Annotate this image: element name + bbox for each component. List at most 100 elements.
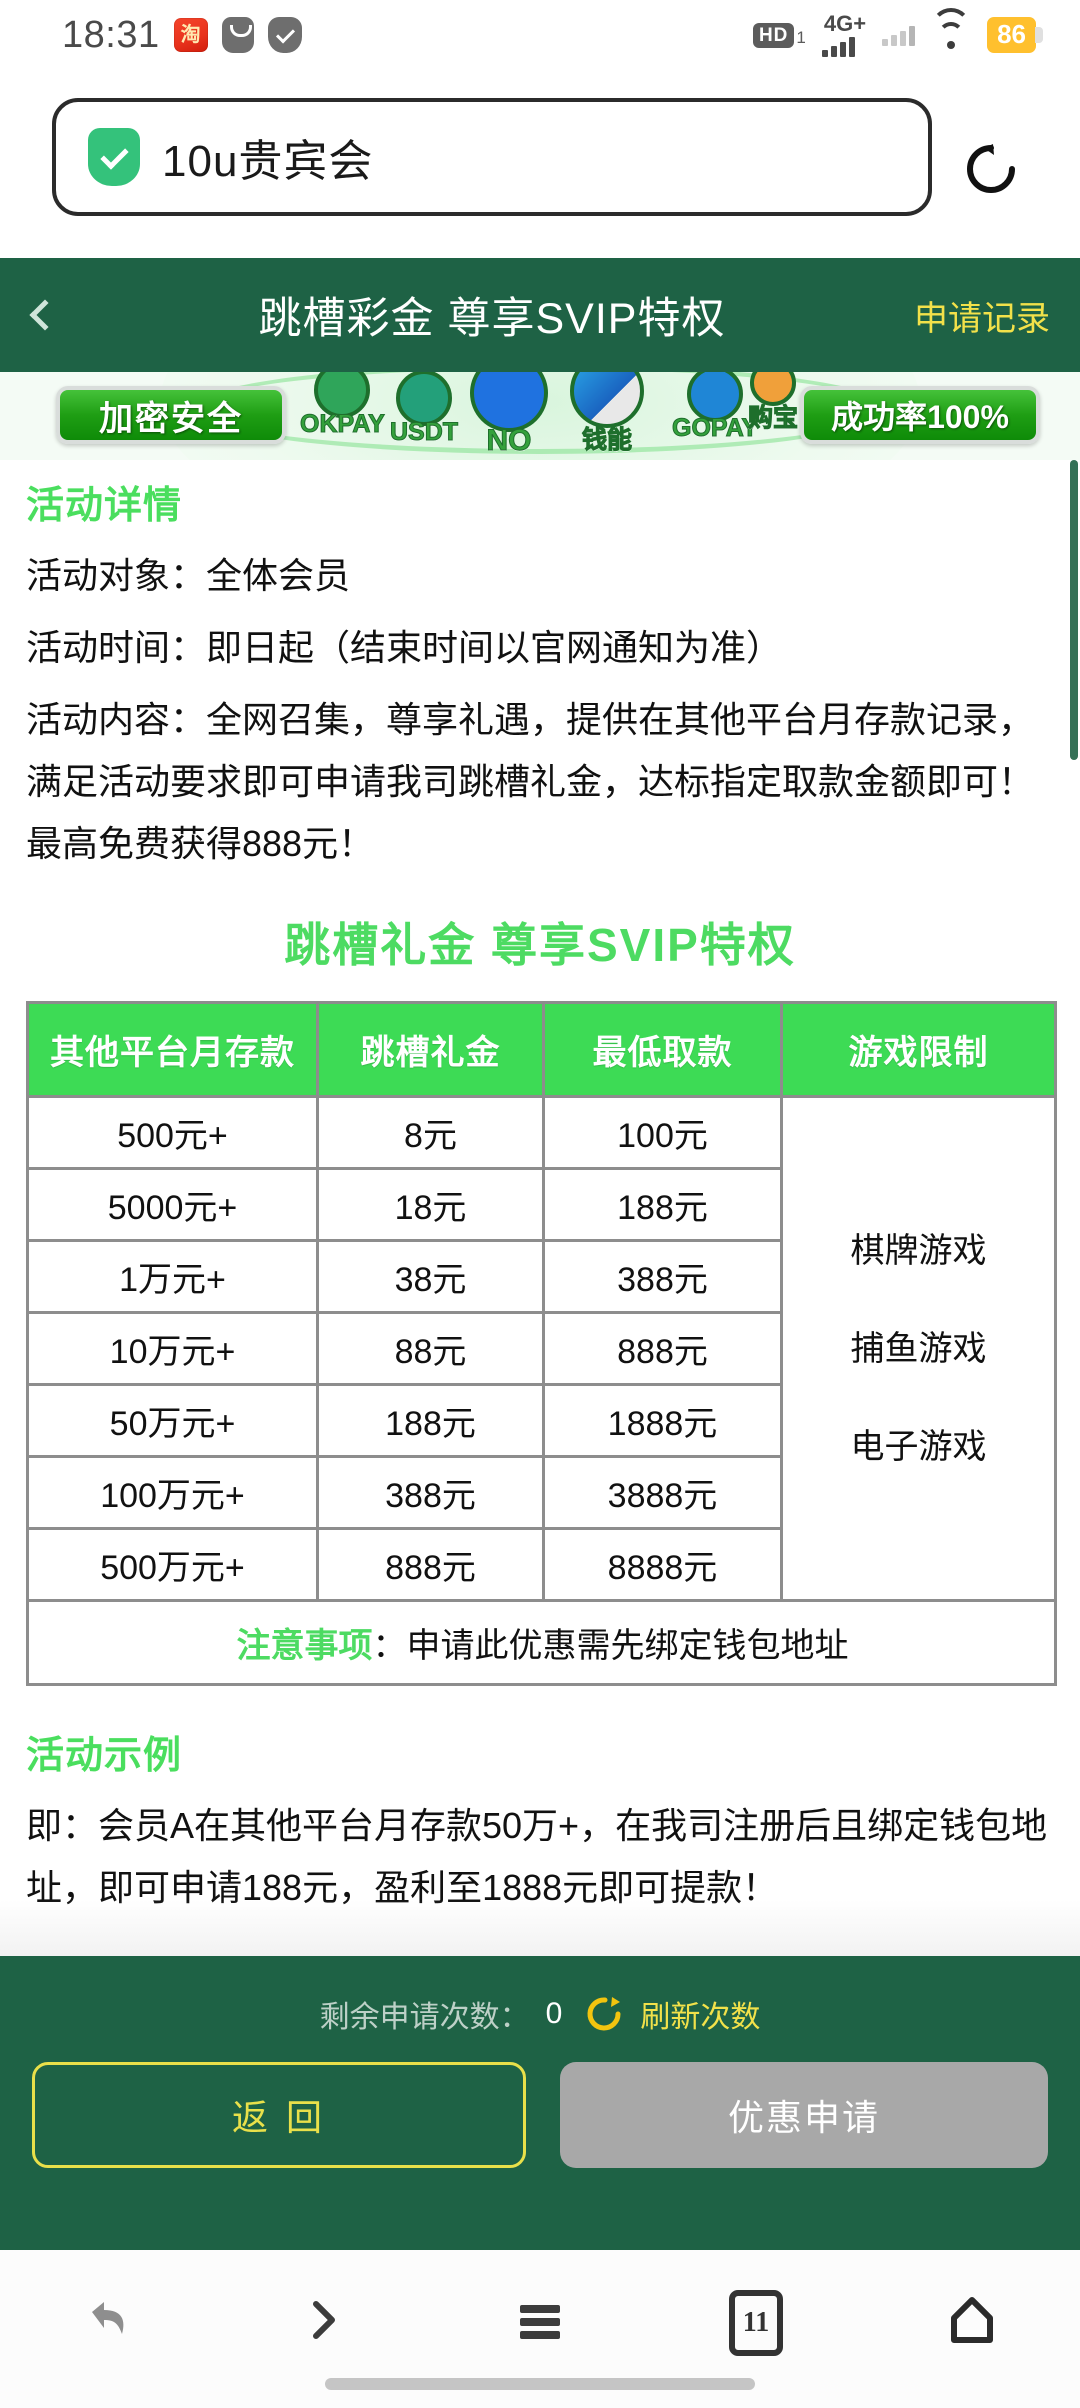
cell-deposit: 5000元+ [26, 1167, 319, 1242]
table-note-row: 注意事项：申请此优惠需先绑定钱包地址 [26, 1599, 1057, 1686]
hd-icon: HD 1 [752, 22, 806, 48]
payment-logo-usdt: USDT [389, 372, 459, 447]
refresh-count-button[interactable]: 刷新次数 [640, 2001, 761, 2034]
table-row: 50万元+ 188元 1888元 [26, 1383, 1056, 1458]
status-bar-right: HD 1 4G+ 86 [752, 8, 1080, 57]
status-bar-left: 18:31 淘 [0, 14, 302, 57]
cellular-signal-2-icon [882, 26, 916, 46]
apply-records-link[interactable]: 申请记录 [914, 299, 1050, 338]
col-header-bonus: 跳槽礼金 [316, 1001, 545, 1098]
apply-button[interactable]: 优惠申请 [560, 2062, 1048, 2168]
game-limit-2: 捕鱼游戏 [850, 1329, 987, 1368]
payment-logo-goubao: 购宝 [747, 372, 799, 434]
detail-line-content: 活动内容：全网召集，尊享礼遇，提供在其他平台月存款记录，满足活动要求即可申请我司… [26, 699, 1035, 864]
cell-bonus: 8元 [316, 1095, 545, 1170]
cell-deposit: 500元+ [26, 1095, 319, 1170]
browser-toolbar: 10u贵宾会 [0, 78, 1080, 250]
page-title: 跳槽彩金 尊享SVIP特权 [258, 295, 726, 343]
note-text: ：申请此优惠需先绑定钱包地址 [372, 1627, 849, 1665]
hd-sim-index: 1 [796, 27, 806, 47]
qianneng-label: 钱能 [581, 426, 632, 455]
game-limit-3: 电子游戏 [850, 1427, 987, 1466]
network-type-label: 4G+ [823, 11, 867, 36]
section-title-example: 活动示例 [26, 1735, 183, 1777]
wifi-icon [931, 8, 972, 50]
status-bar: 18:31 淘 HD 1 4G+ 86 [0, 0, 1080, 70]
table-row: 500万元+ 888元 8888元 [26, 1527, 1056, 1602]
col-header-deposit: 其他平台月存款 [26, 1001, 319, 1098]
payment-logo-okpay: OKPAY [300, 372, 385, 439]
cell-min-withdraw: 100元 [542, 1095, 783, 1170]
cellular-signal-icon: 4G+ [821, 11, 867, 57]
table-row: 100万元+ 388元 3888元 [26, 1455, 1056, 1530]
nav-forward-icon[interactable] [216, 2250, 432, 2350]
page-scrollbar[interactable] [1070, 460, 1078, 760]
promo-title: 跳槽礼金 尊享SVIP特权 [284, 919, 796, 971]
refresh-circle-icon[interactable] [586, 1995, 624, 2033]
cell-bonus: 38元 [316, 1239, 545, 1314]
table-row: 500元+ 8元 100元 棋牌游戏 捕鱼游戏 电子游戏 [26, 1095, 1057, 1602]
nav-tabs-button[interactable]: 11 [648, 2250, 864, 2356]
cell-game-limits: 棋牌游戏 捕鱼游戏 电子游戏 [780, 1095, 1057, 1602]
remaining-row: 剩余申请次数： 0 刷新次数 [0, 1956, 1080, 2036]
cell-min-withdraw: 388元 [542, 1239, 783, 1314]
note-label: 注意事项 [236, 1627, 373, 1665]
cell-deposit: 50万元+ [26, 1383, 319, 1458]
nav-tabs-count: 11 [729, 2290, 783, 2356]
cell-min-withdraw: 188元 [542, 1167, 783, 1242]
example-text: 即：会员A在其他平台月存款50万+，在我司注册后且绑定钱包地址，即可申请188元… [26, 1805, 1048, 1908]
check-badge-icon [267, 17, 302, 53]
payment-logo-no: NO [470, 372, 548, 458]
goubao-label: 购宝 [747, 404, 799, 433]
col-header-min-withdraw: 最低取款 [542, 1001, 783, 1098]
cell-deposit: 500万元+ [26, 1527, 319, 1602]
usdt-icon [396, 372, 453, 426]
android-nav-bar: 11 [0, 2250, 1080, 2408]
gopay-icon [687, 372, 744, 422]
content-area: 活动详情 活动对象：全体会员 活动时间：即日起（结束时间以官网通知为准） 活动内… [0, 460, 1080, 1956]
cell-min-withdraw: 1888元 [542, 1383, 783, 1458]
table-note-cell: 注意事项：申请此优惠需先绑定钱包地址 [26, 1599, 1057, 1686]
table-row: 10万元+ 88元 888元 [26, 1311, 1056, 1386]
taobao-icon: 淘 [173, 18, 208, 52]
signal-bars [821, 37, 855, 57]
back-button[interactable]: 返 回 [32, 2062, 526, 2168]
site-title: 10u贵宾会 [162, 137, 374, 186]
cell-min-withdraw: 8888元 [542, 1527, 783, 1602]
address-bar[interactable]: 10u贵宾会 [52, 98, 932, 216]
cell-bonus: 88元 [316, 1311, 545, 1386]
section-title-details: 活动详情 [26, 485, 183, 527]
nav-home-icon[interactable] [864, 2250, 1080, 2350]
cell-deposit: 10万元+ [26, 1311, 319, 1386]
promo-table: 其他平台月存款 跳槽礼金 最低取款 游戏限制 500元+ 8元 100元 棋牌游… [26, 1001, 1057, 1686]
payment-logo-gopay: GOPAY [671, 372, 759, 443]
payment-logo-qianneng: 钱能 [570, 372, 644, 456]
hero-pill-success-rate: 成功率100% [800, 386, 1040, 444]
usdt-label: USDT [389, 418, 459, 447]
bottom-action-bar: 剩余申请次数： 0 刷新次数 返 回 优惠申请 [0, 1956, 1080, 2250]
hero-banner: OKPAY USDT NO 钱能 GOPAY 购宝 加密安全 成功率100% [0, 372, 1080, 460]
cell-min-withdraw: 3888元 [542, 1455, 783, 1530]
nav-back-icon[interactable] [0, 2250, 216, 2350]
remaining-label: 剩余申请次数： [319, 2001, 530, 2034]
table-header-row: 其他平台月存款 跳槽礼金 最低取款 游戏限制 [26, 1001, 1057, 1098]
cell-bonus: 388元 [316, 1455, 545, 1530]
mail-icon [221, 17, 254, 53]
table-row: 5000元+ 18元 188元 [26, 1167, 1056, 1242]
verified-shield-icon [88, 128, 140, 186]
gopay-label: GOPAY [671, 414, 759, 443]
nav-menu-icon[interactable] [432, 2250, 648, 2350]
table-row: 1万元+ 38元 388元 [26, 1239, 1056, 1314]
hero-pill-encrypted: 加密安全 [56, 386, 286, 444]
okpay-icon [314, 372, 371, 418]
hd-label: HD [752, 22, 795, 48]
battery-icon: 86 [987, 17, 1036, 53]
cell-bonus: 888元 [316, 1527, 545, 1602]
remaining-count: 0 [545, 1997, 563, 2030]
no-label: NO [486, 424, 532, 458]
content-fade [0, 1900, 1080, 1956]
button-row: 返 回 优惠申请 [0, 2036, 1080, 2168]
cell-bonus: 18元 [316, 1167, 545, 1242]
reload-icon[interactable] [962, 140, 1020, 198]
